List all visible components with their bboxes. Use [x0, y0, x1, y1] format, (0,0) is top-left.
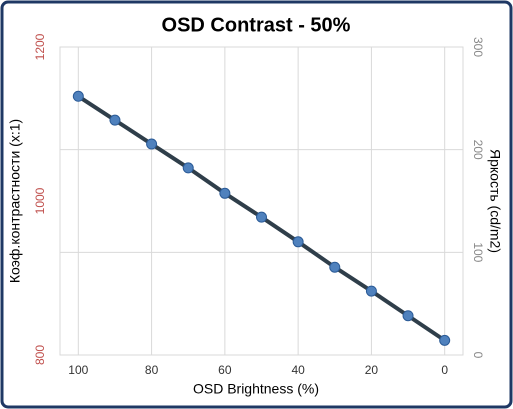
marker [439, 334, 451, 346]
y2-tick-label: 200 [471, 140, 485, 160]
y2-tick-label: 0 [471, 352, 485, 359]
marker [182, 162, 194, 174]
marker [146, 138, 158, 150]
marker [365, 285, 377, 297]
y-tick-label: 800 [33, 345, 47, 365]
x-tick-label: 40 [291, 363, 305, 377]
x-tick-label: 60 [218, 363, 232, 377]
marker [72, 90, 84, 102]
x-tick-label: 0 [441, 363, 448, 377]
x-tick-label: 20 [365, 363, 379, 377]
marker [329, 261, 341, 273]
chart-title: OSD Contrast - 50% [162, 14, 351, 36]
plot-area [59, 46, 464, 356]
marker [292, 236, 304, 248]
x-tick-label: 80 [145, 363, 159, 377]
y2-tick-label: 300 [471, 37, 485, 57]
y-tick-label: 1200 [33, 33, 47, 60]
x-tick-label: 100 [68, 363, 88, 377]
marker [256, 211, 267, 223]
marker [109, 114, 121, 126]
y2-tick-label: 100 [471, 242, 485, 262]
y-tick-label: 1000 [33, 187, 47, 214]
y-axis-label: Коэф.контрастности (x:1) [7, 119, 23, 283]
y2-axis-label: Яркость (cd/m2) [487, 149, 503, 253]
marker [219, 187, 231, 199]
marker [402, 310, 414, 322]
x-axis-label: OSD Brightness (%) [193, 381, 319, 397]
